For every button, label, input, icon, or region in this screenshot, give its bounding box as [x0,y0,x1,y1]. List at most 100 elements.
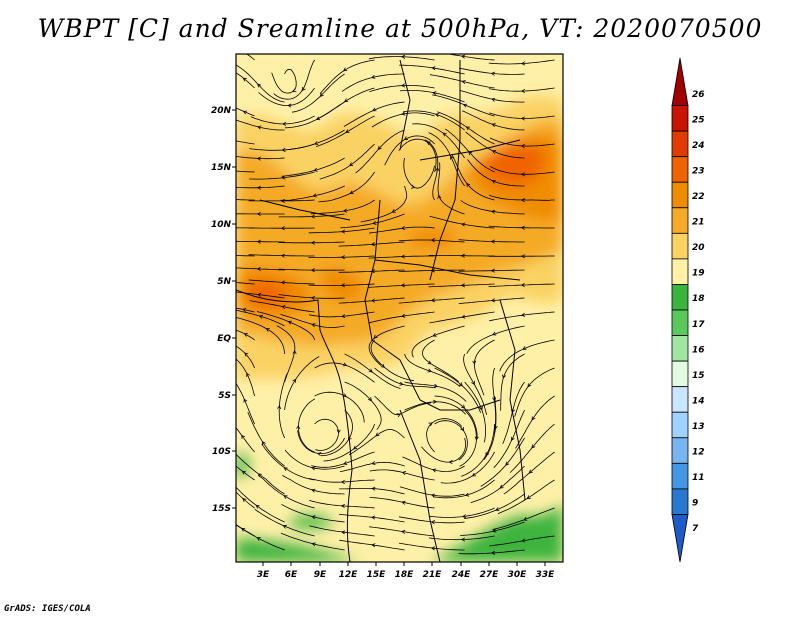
streamline-arrow [495,507,500,511]
streamline-arrow [344,98,349,103]
colorbar-segment [671,232,689,260]
lon-label: 24E [452,570,472,580]
streamline-arrow [511,436,515,442]
streamline-arrow [367,397,372,402]
streamline-arrow [315,116,321,121]
lat-label: 5N [217,277,231,287]
streamline-arrow [262,440,266,446]
streamline-arrow [490,298,496,303]
lon-label: 9E [314,570,327,580]
streamline-arrow [256,156,261,161]
streamline-arrow [255,504,260,509]
streamline-arrow [460,222,466,227]
streamline-arrow [461,314,466,319]
colorbar-segment [671,462,689,490]
streamline-arrow [256,185,261,190]
streamline-arrow [340,479,345,485]
border-line [364,199,381,341]
streamline-arrow [241,434,246,439]
streamline-arrow [531,444,536,449]
streamline-arrow [401,111,406,116]
streamline-arrow [246,372,250,377]
streamline-arrow [430,298,435,303]
streamline-arrow [426,141,431,146]
colorbar-label: 25 [692,115,705,125]
border-line [259,199,351,221]
streamline-arrow [520,61,526,66]
streamline-arrow [340,530,346,535]
colorbar-segment [671,258,689,285]
streamline-arrow [427,368,432,373]
colorbar-segment [671,207,689,234]
streamline-arrow [311,466,316,471]
streamline-arrow [265,328,270,332]
streamline-arrow [523,516,528,521]
colorbar-segment [671,57,689,106]
colorbar-segment [671,437,689,464]
streamline-arrow [311,488,316,493]
streamline-arrow [460,54,466,59]
streamline-arrow [430,520,436,525]
shade-22d [410,228,460,249]
streamline-arrow [282,524,287,529]
streamline-arrow [520,282,525,287]
streamline-arrow [401,471,407,475]
streamline-arrow [312,193,317,198]
colorbar-segment [671,386,689,413]
streamline-arrow [492,397,497,402]
streamline-arrow [461,514,467,519]
lat-label: 5S [218,391,231,401]
shade-18-patch [290,515,335,529]
streamline-arrow [437,194,442,199]
streamline [245,54,255,61]
colorbar-label: 16 [692,345,705,355]
colorbar-label: 11 [692,473,705,483]
streamline-arrow [400,225,406,230]
streamline-arrow [471,380,475,386]
streamline-arrow [340,504,345,509]
lon-label: 12E [339,570,359,580]
colorbar-label: 22 [692,192,705,202]
longitude-labels: 3E 6E 9E 12E 15E 18E 21E 24E 27E 30E 33E [257,570,555,580]
streamline-arrow [491,150,497,154]
streamline-arrow [256,537,261,541]
streamline-arrow [400,313,406,318]
streamline-arrow [370,298,376,303]
streamline-arrow [396,413,401,418]
streamline-arrow [526,495,531,499]
streamline-arrow [282,121,287,127]
streamline-arrow [372,220,377,225]
country-borders [236,59,526,562]
streamline-arrow [345,129,350,133]
streamline-arrow [442,132,447,137]
streamline-arrow [522,346,527,350]
streamline [236,282,255,285]
streamline-arrow [257,83,262,88]
plot-frame [235,53,564,563]
streamline-arrow [490,97,496,102]
border-line [429,60,461,281]
streamline-arrow [283,495,288,499]
streamline-arrow [520,254,525,259]
streamline-arrow [281,305,286,310]
streamline-arrow [491,180,496,184]
streamline-arrow [372,107,377,112]
streamline-arrow [311,515,316,520]
border-line [499,299,526,501]
streamline-arrow [466,182,471,187]
streamline-arrow [348,162,354,167]
streamline-arrow [492,331,497,336]
streamline-arrow [280,253,285,258]
streamline-arrow [241,470,246,475]
streamline-arrow [342,362,348,367]
streamline-arrow [528,469,533,474]
streamline-arrow [450,155,454,160]
colorbar-label: 23 [692,166,705,176]
streamline-arrow [400,254,405,259]
lat-label: EQ [217,334,231,344]
lat-label: 15S [212,504,231,514]
streamline-arrow [502,374,506,379]
streamline-arrow [490,550,496,555]
plot-area [236,54,563,562]
streamline-arrow [435,167,440,172]
